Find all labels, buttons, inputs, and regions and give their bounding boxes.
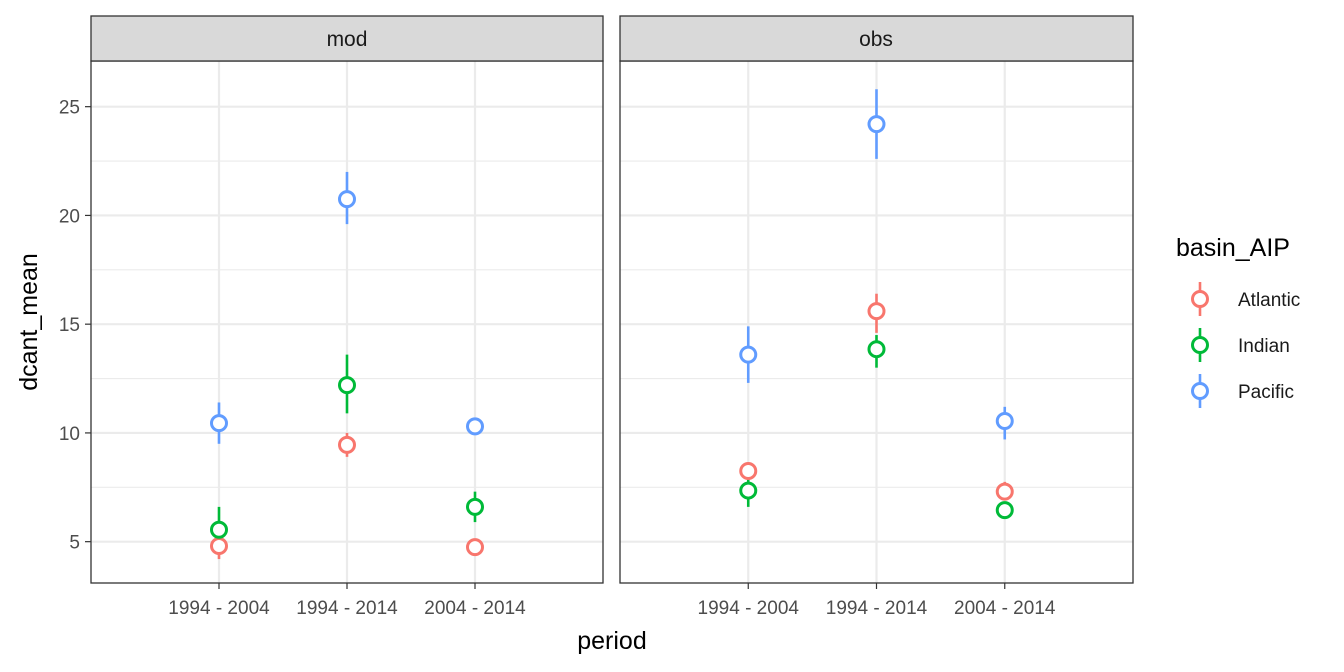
x-axis-title: period [577, 627, 647, 655]
panel-obs: obs [619, 15, 1134, 584]
x-axis: 1994 - 2004 1994 - 2014 2004 - 2014 1994 - … [168, 583, 1056, 619]
point-pacific [210, 414, 228, 433]
legend-key-point-pacific [1191, 382, 1209, 400]
strip-label-mod: mod [327, 28, 368, 51]
point-atlantic [867, 302, 886, 321]
legend-label-indian: Indian [1238, 336, 1290, 357]
point-pacific [338, 190, 356, 209]
point-atlantic [466, 538, 484, 557]
point-pacific [867, 115, 886, 134]
points [210, 190, 484, 557]
x-tick-label: 2004 - 2014 [954, 598, 1056, 619]
y-tick-label: 25 [59, 98, 80, 119]
point-pacific [466, 417, 484, 436]
grid [91, 61, 603, 583]
legend-key-point-atlantic [1191, 290, 1209, 308]
x-tick-label: 1994 - 2004 [168, 598, 270, 619]
point-pacific [739, 345, 758, 364]
point-pacific [995, 411, 1014, 430]
x-tick-label: 1994 - 2014 [296, 598, 398, 619]
y-tick-label: 10 [59, 424, 80, 445]
legend: basin_AIP Atlantic Indian Pacific [1176, 234, 1300, 408]
point-indian [739, 481, 758, 500]
y-axis-title: dcant_mean [15, 253, 43, 391]
legend-title: basin_AIP [1176, 234, 1290, 262]
strip-obs [619, 15, 1134, 62]
y-tick-label: 5 [69, 533, 80, 554]
points [739, 115, 1014, 520]
point-atlantic [210, 537, 228, 556]
y-axis: 5 10 15 20 25 [59, 98, 91, 554]
point-atlantic [338, 435, 356, 454]
legend-key-point-indian [1191, 336, 1209, 354]
point-indian [466, 497, 484, 516]
legend-label-pacific: Pacific [1238, 382, 1294, 403]
y-tick-label: 20 [59, 206, 80, 227]
strip-label-obs: obs [859, 28, 893, 51]
panel-mod: mod [90, 15, 604, 584]
x-tick-label: 1994 - 2014 [826, 598, 928, 619]
point-indian [338, 376, 356, 395]
point-atlantic [995, 482, 1014, 501]
point-indian [867, 340, 886, 359]
point-indian [995, 501, 1014, 520]
legend-label-atlantic: Atlantic [1238, 290, 1300, 311]
point-indian [210, 520, 228, 539]
y-tick-label: 15 [59, 315, 80, 336]
point-atlantic [739, 461, 758, 480]
x-tick-label: 1994 - 2004 [698, 598, 800, 619]
x-tick-label: 2004 - 2014 [424, 598, 526, 619]
strip-mod [90, 15, 604, 62]
